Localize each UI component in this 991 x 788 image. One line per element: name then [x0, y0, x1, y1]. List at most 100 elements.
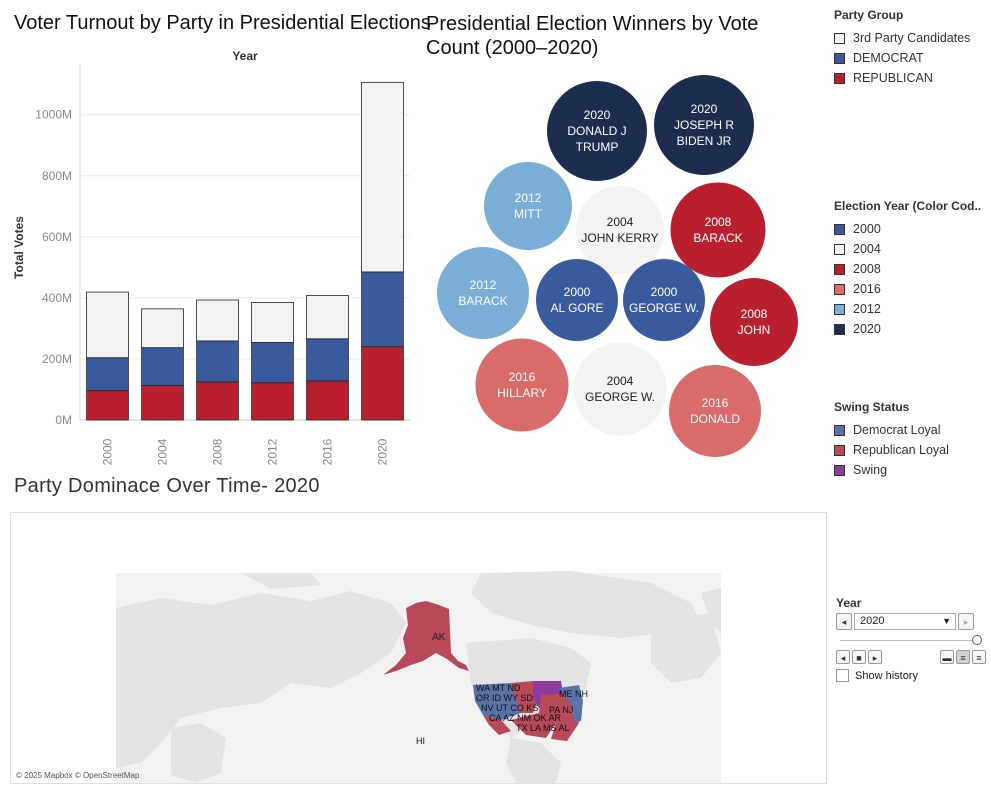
bubble-circle[interactable]	[475, 338, 569, 432]
bar-segment-republican-2004[interactable]	[141, 385, 184, 421]
party-group-legend-label: REPUBLICAN	[853, 71, 933, 85]
election-year-legend-item[interactable]: 2000	[834, 219, 991, 239]
party-group-legend-title: Party Group	[834, 8, 904, 22]
bar-segment-democrat-2008[interactable]	[196, 340, 239, 383]
step-back-button[interactable]: ◂	[836, 650, 850, 664]
step-forward-button[interactable]: ▸	[868, 650, 882, 664]
election-year-legend-label: 2004	[853, 242, 881, 256]
bar-chart[interactable]: Year Total Votes 0M 200M 400M 600M 800M 1000M 20…	[0, 40, 420, 470]
swing-status-legend-title: Swing Status	[834, 400, 910, 414]
year-slider-thumb[interactable]	[972, 635, 982, 645]
speed-medium-icon[interactable]: ≡	[956, 650, 970, 664]
x-tick-label: 2020	[376, 438, 390, 465]
bubble-circle[interactable]	[710, 278, 798, 366]
stop-button[interactable]: ■	[852, 650, 866, 664]
show-history-checkbox[interactable]	[836, 669, 849, 682]
party-group-legend-item[interactable]: DEMOCRAT	[834, 48, 984, 68]
map-us-states[interactable]	[473, 681, 583, 741]
x-tick-label: 2012	[266, 438, 280, 465]
bubble-2000-al-gore[interactable]: 2000 AL GORE	[536, 259, 618, 341]
election-year-legend-item[interactable]: 2020	[834, 319, 991, 339]
bar-segment-republican-2000[interactable]	[86, 390, 129, 421]
map-label-hi: HI	[416, 736, 425, 746]
party-group-legend-item[interactable]: REPUBLICAN	[834, 68, 984, 88]
bubble-2016-donald[interactable]: 2016 DONALD	[669, 365, 761, 457]
bubble-label: TRUMP	[576, 140, 619, 154]
bar-segment-3rd-party-candidates-2004[interactable]	[141, 308, 184, 349]
bubble-label: 2012	[470, 278, 497, 292]
election-year-legend-swatch	[834, 283, 845, 295]
bar-segment-democrat-2004[interactable]	[141, 347, 184, 386]
bubble-circle[interactable]	[623, 259, 705, 341]
x-tick-label: 2008	[211, 438, 225, 465]
bar-chart-column-header: Year	[232, 49, 258, 63]
bar-segment-republican-2008[interactable]	[196, 381, 239, 421]
bubble-2004-john-kerry[interactable]: 2004 JOHN KERRY	[576, 186, 664, 274]
map-container[interactable]: AK WA MT ND OR ID WY SD NV UT CO KS CA A…	[10, 512, 827, 784]
bubble-label: 2004	[607, 215, 634, 229]
bubble-2008-john[interactable]: 2008 JOHN	[710, 278, 798, 366]
year-slider[interactable]	[836, 633, 986, 647]
map-state-labels-row2: OR ID WY SD	[476, 693, 533, 703]
election-year-legend-swatch	[834, 323, 845, 335]
election-year-legend-item[interactable]: 2012	[834, 299, 991, 319]
bubble-circle[interactable]	[669, 365, 761, 457]
bubble-circle[interactable]	[536, 259, 618, 341]
bubble-label: BARACK	[458, 294, 507, 308]
bubble-label: BARACK	[693, 231, 742, 245]
election-year-legend-item[interactable]: 2016	[834, 279, 991, 299]
bubble-circle[interactable]	[576, 186, 664, 274]
bubble-2016-hillary[interactable]: 2016 HILLARY	[475, 338, 569, 432]
bar-segment-democrat-2016[interactable]	[306, 338, 349, 382]
bubble-label: 2016	[509, 370, 536, 384]
election-year-legend-item[interactable]: 2008	[834, 259, 991, 279]
party-group-legend-item[interactable]: 3rd Party Candidates	[834, 28, 984, 48]
bar-segment-3rd-party-candidates-2000[interactable]	[86, 291, 129, 359]
bar-segment-republican-2016[interactable]	[306, 380, 349, 421]
year-select[interactable]: 2020 ▼	[854, 613, 956, 630]
year-next-button[interactable]: ▸	[958, 613, 974, 630]
year-slider-track	[840, 640, 976, 641]
bubble-circle[interactable]	[484, 162, 572, 250]
bubble-circle[interactable]	[654, 75, 754, 175]
bubble-2012-barack[interactable]: 2012 BARACK	[437, 247, 529, 339]
map-canvas[interactable]: AK WA MT ND OR ID WY SD NV UT CO KS CA A…	[11, 513, 826, 783]
swing-status-legend-item[interactable]: Republican Loyal	[834, 440, 984, 460]
bubble-2020-joseph-r-biden-jr[interactable]: 2020 JOSEPH R BIDEN JR	[654, 75, 754, 175]
election-year-legend-item[interactable]: 2004	[834, 239, 991, 259]
swing-status-legend-item[interactable]: Swing	[834, 460, 984, 480]
bar-segment-democrat-2000[interactable]	[86, 357, 129, 392]
map-state-ak[interactable]	[383, 601, 469, 675]
bar-segment-3rd-party-candidates-2016[interactable]	[306, 295, 349, 340]
bubble-2020-donald-j-trump[interactable]: 2020 DONALD J TRUMP	[547, 81, 647, 181]
swing-status-legend-item[interactable]: Democrat Loyal	[834, 420, 984, 440]
y-tick-label: 1000M	[35, 108, 72, 122]
y-axis-label: Total Votes	[12, 216, 26, 279]
bubble-2008-barack[interactable]: 2008 BARACK	[670, 182, 766, 278]
bubble-circle[interactable]	[437, 247, 529, 339]
speed-slow-icon[interactable]: ▬	[940, 650, 954, 664]
map-state-labels-east: ME NH	[559, 689, 588, 699]
bubble-chart[interactable]: 2020 DONALD J TRUMP 2020 JOSEPH R BIDEN JR 201…	[420, 65, 820, 465]
bar-segment-democrat-2012[interactable]	[251, 342, 294, 384]
bubble-circle[interactable]	[547, 81, 647, 181]
bar-segment-democrat-2020[interactable]	[361, 271, 404, 348]
bar-segment-3rd-party-candidates-2020[interactable]	[361, 81, 404, 273]
bar-segment-3rd-party-candidates-2012[interactable]	[251, 302, 294, 343]
bar-segment-3rd-party-candidates-2008[interactable]	[196, 299, 239, 342]
bar-segment-republican-2012[interactable]	[251, 382, 294, 421]
bar-segment-republican-2020[interactable]	[361, 346, 404, 421]
bubble-circle[interactable]	[573, 342, 667, 436]
speed-fast-icon[interactable]: ≡	[972, 650, 986, 664]
map-state-labels-row4: CA AZ NM OK AR	[489, 713, 562, 723]
election-year-legend-label: 2012	[853, 302, 881, 316]
bubble-circle[interactable]	[670, 182, 766, 278]
bubble-2004-george-w-[interactable]: 2004 GEORGE W.	[573, 342, 667, 436]
bubble-label: JOSEPH R	[674, 118, 734, 132]
bubble-2012-mitt[interactable]: 2012 MITT	[484, 162, 572, 250]
bubble-2000-george-w-[interactable]: 2000 GEORGE W.	[623, 259, 705, 341]
map-attribution[interactable]: © 2025 Mapbox © OpenStreetMap	[16, 771, 140, 780]
chevron-down-icon: ▼	[942, 616, 951, 626]
bubble-label: DONALD	[690, 412, 740, 426]
year-prev-button[interactable]: ◂	[836, 613, 852, 630]
